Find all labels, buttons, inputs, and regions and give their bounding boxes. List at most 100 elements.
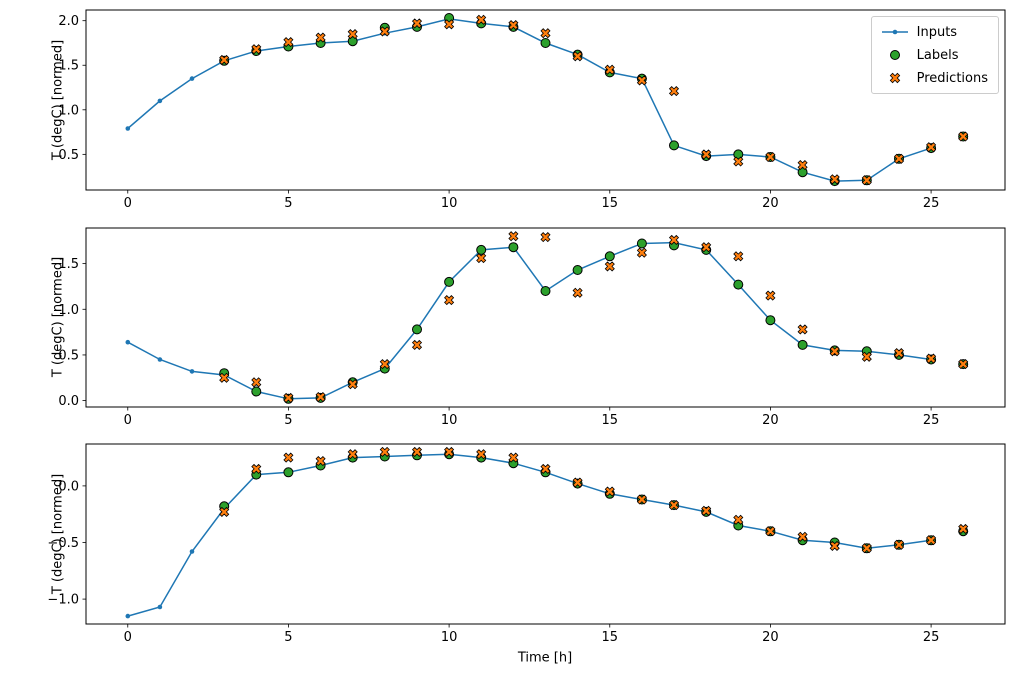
inputs-point xyxy=(189,369,195,374)
x-tick-label: 10 xyxy=(441,630,458,645)
predictions-point xyxy=(926,535,937,546)
predictions-point xyxy=(604,261,615,272)
predictions-point xyxy=(444,295,455,306)
labels-point xyxy=(412,324,422,335)
inputs-point xyxy=(157,604,163,610)
labels-point xyxy=(733,279,744,290)
predictions-point xyxy=(508,20,519,31)
predictions-point xyxy=(283,392,294,403)
y-axis-label-bottom: T (degC) [normed] xyxy=(50,473,66,595)
predictions-point xyxy=(926,353,937,364)
predictions-point xyxy=(829,346,840,357)
y-tick-label: 0.5 xyxy=(58,348,79,363)
predictions-point xyxy=(765,526,776,537)
predictions-point xyxy=(958,359,969,370)
predictions-point xyxy=(251,377,262,388)
legend-label-inputs: Inputs xyxy=(916,24,958,40)
predictions-point xyxy=(797,159,808,171)
predictions-point xyxy=(668,86,680,97)
predictions-point xyxy=(379,446,390,457)
subplot-1: 0 5 10 15 20 25 0.5 1.0 1.5 2.0 xyxy=(58,9,1006,211)
inputs-point xyxy=(189,549,195,554)
legend: Inputs Labels Predictions xyxy=(870,16,999,94)
x-tick-label: 10 xyxy=(441,413,458,428)
y-tick-label: −0.5 xyxy=(47,536,79,551)
predictions-point xyxy=(476,449,487,460)
predictions-point xyxy=(701,505,712,516)
labels-point xyxy=(283,467,294,478)
predictions-point xyxy=(733,251,744,262)
y-tick-label: 0.0 xyxy=(58,479,79,494)
inputs-line xyxy=(127,18,932,182)
predictions-point xyxy=(861,175,872,186)
predictions-point xyxy=(379,26,390,37)
x-tick-label: 0 xyxy=(124,413,132,428)
labels-point xyxy=(508,242,519,253)
x-axis-label: Time [h] xyxy=(517,650,573,666)
labels-circle-icon xyxy=(889,50,900,60)
labels-point xyxy=(444,276,455,287)
legend-item-labels: Labels xyxy=(880,47,988,63)
predictions-point xyxy=(251,463,262,474)
predictions-point xyxy=(315,32,326,43)
predictions-point xyxy=(411,339,423,350)
x-tick-label: 5 xyxy=(284,196,292,211)
predictions-x-icon xyxy=(889,72,900,84)
predictions-point xyxy=(733,156,744,167)
subplot-3: 0 5 10 15 20 25 −1.0 −0.5 0.0 xyxy=(47,443,1006,645)
inputs-point xyxy=(125,613,131,619)
predictions-point xyxy=(861,543,872,554)
y-tick-label: 1.5 xyxy=(58,59,79,74)
predictions-point xyxy=(476,253,487,264)
predictions-point xyxy=(283,37,294,48)
predictions-point xyxy=(636,494,647,505)
x-tick-label: 25 xyxy=(923,413,940,428)
inputs-line xyxy=(127,241,932,400)
predictions-point xyxy=(508,231,519,242)
axes-frame xyxy=(85,9,1006,191)
inputs-point xyxy=(125,339,131,345)
predictions-point xyxy=(829,540,840,551)
inputs-point xyxy=(125,126,131,131)
inputs-line-icon xyxy=(881,29,908,35)
inputs-point xyxy=(189,76,195,81)
labels-point xyxy=(636,238,647,249)
x-tick-label: 25 xyxy=(923,196,940,211)
predictions-point xyxy=(797,531,808,542)
predictions-point xyxy=(444,446,455,457)
labels-point xyxy=(476,244,487,255)
predictions-point xyxy=(219,372,230,383)
predictions-point xyxy=(926,142,937,153)
y-tick-label: −1.0 xyxy=(47,593,79,608)
y-tick-label: 0.0 xyxy=(58,394,79,409)
predictions-point xyxy=(765,151,776,163)
predictions-point xyxy=(861,351,872,362)
x-tick-label: 5 xyxy=(284,413,292,428)
predictions-point xyxy=(444,19,455,30)
x-tick-label: 0 xyxy=(124,196,132,211)
predictions-point xyxy=(668,234,680,245)
x-tick-label: 15 xyxy=(601,413,618,428)
predictions-point xyxy=(540,232,551,243)
predictions-point xyxy=(893,539,905,550)
x-tick-label: 5 xyxy=(284,630,292,645)
predictions-point xyxy=(893,153,905,164)
x-tick-label: 15 xyxy=(601,630,618,645)
predictions-point xyxy=(219,506,230,517)
predictions-point xyxy=(701,149,712,160)
labels-point xyxy=(251,386,262,397)
predictions-point xyxy=(476,14,487,25)
labels-point xyxy=(669,140,679,151)
predictions-point xyxy=(765,290,776,301)
x-tick-label: 20 xyxy=(762,413,779,428)
predictions-point xyxy=(604,486,615,497)
legend-item-inputs: Inputs xyxy=(880,24,988,40)
inputs-point xyxy=(157,98,163,104)
x-tick-label: 15 xyxy=(601,196,618,211)
predictions-point xyxy=(829,174,840,185)
subplot-2: 0 5 10 15 20 25 0.0 0.5 1.0 1.5 xyxy=(58,227,1006,428)
predictions-point xyxy=(508,452,519,463)
predictions-point xyxy=(540,28,551,39)
